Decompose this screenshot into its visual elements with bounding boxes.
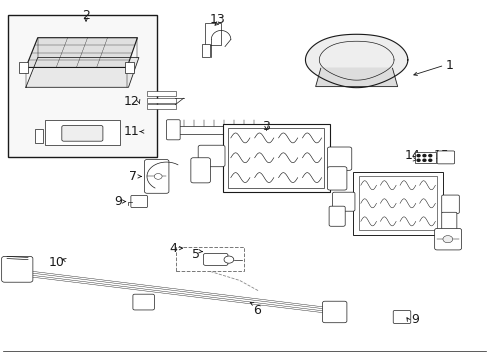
FancyBboxPatch shape	[332, 192, 354, 211]
Bar	[358, 176, 436, 230]
Circle shape	[428, 154, 431, 157]
Bar	[352, 172, 442, 235]
FancyBboxPatch shape	[441, 212, 456, 229]
Text: 10: 10	[49, 256, 64, 269]
Text: 4: 4	[169, 242, 177, 255]
FancyBboxPatch shape	[198, 145, 224, 167]
FancyBboxPatch shape	[131, 195, 147, 208]
Text: 11: 11	[123, 125, 139, 138]
FancyBboxPatch shape	[392, 311, 410, 323]
Bar	[222, 124, 329, 192]
FancyBboxPatch shape	[190, 158, 210, 183]
Polygon shape	[315, 68, 397, 86]
Text: 15: 15	[433, 149, 449, 162]
Text: 8: 8	[445, 231, 452, 244]
Bar	[178, 126, 259, 134]
Circle shape	[442, 235, 452, 243]
FancyBboxPatch shape	[203, 253, 227, 265]
Bar	[147, 104, 176, 109]
Bar	[147, 98, 176, 103]
Bar	[414, 152, 435, 163]
Circle shape	[224, 256, 233, 263]
Polygon shape	[26, 38, 137, 67]
Text: 9: 9	[114, 195, 122, 208]
Bar	[201, 44, 210, 57]
FancyBboxPatch shape	[133, 294, 154, 310]
Bar	[228, 128, 324, 188]
Text: 6: 6	[252, 305, 260, 318]
FancyBboxPatch shape	[1, 256, 33, 282]
Text: 13: 13	[209, 13, 225, 26]
Bar	[8, 15, 157, 157]
Bar	[147, 91, 176, 96]
Bar	[19, 62, 28, 73]
Bar	[35, 129, 43, 143]
FancyBboxPatch shape	[441, 195, 458, 213]
Circle shape	[154, 174, 162, 179]
Bar	[125, 62, 134, 73]
Text: 9: 9	[410, 312, 418, 326]
FancyBboxPatch shape	[144, 159, 168, 193]
Bar	[176, 247, 244, 271]
Polygon shape	[305, 34, 407, 87]
FancyBboxPatch shape	[436, 151, 454, 164]
FancyBboxPatch shape	[327, 167, 346, 190]
Polygon shape	[26, 58, 139, 87]
Circle shape	[422, 159, 425, 161]
FancyBboxPatch shape	[327, 147, 351, 170]
Text: 14: 14	[404, 149, 420, 162]
FancyBboxPatch shape	[322, 301, 346, 323]
Text: 2: 2	[82, 9, 90, 22]
Circle shape	[416, 154, 419, 157]
Circle shape	[422, 154, 425, 157]
FancyBboxPatch shape	[61, 126, 102, 141]
Text: 3: 3	[262, 120, 270, 133]
FancyBboxPatch shape	[434, 228, 461, 250]
Bar	[45, 120, 119, 145]
FancyBboxPatch shape	[166, 120, 180, 140]
Circle shape	[416, 159, 419, 161]
Text: 12: 12	[123, 95, 139, 108]
Text: 7: 7	[129, 170, 137, 183]
Text: 5: 5	[191, 248, 199, 261]
Circle shape	[428, 159, 431, 161]
Bar	[205, 23, 221, 45]
FancyBboxPatch shape	[328, 206, 345, 226]
Text: 1: 1	[445, 59, 452, 72]
